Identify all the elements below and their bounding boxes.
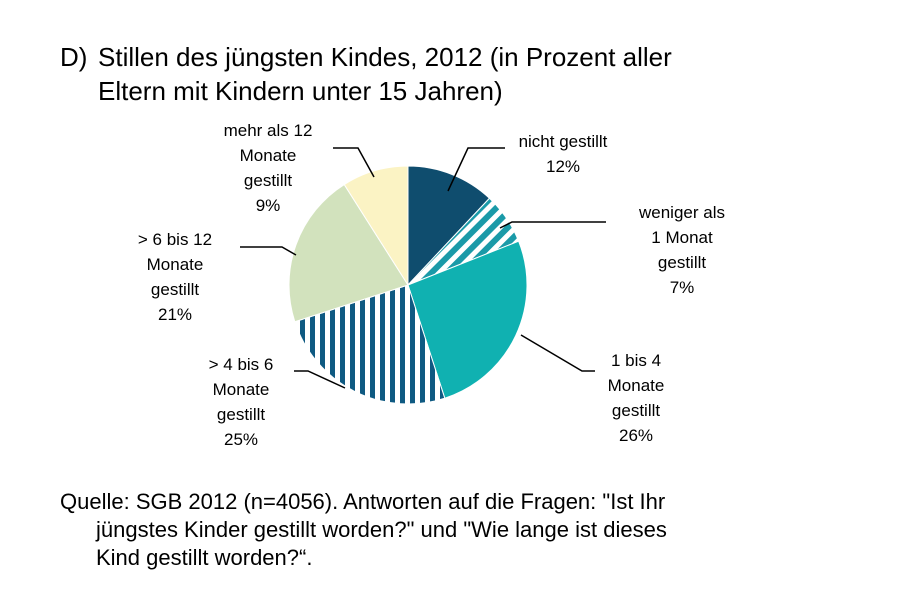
pie-slice-3	[407, 240, 528, 399]
slice-label-line: 26%	[619, 426, 653, 445]
title-text: Stillen des jüngsten Kindes, 2012 (in Pr…	[98, 40, 858, 108]
slice-label-line: gestillt	[217, 405, 265, 424]
slice-label-line: mehr als 12	[224, 121, 313, 140]
leader-line-6	[333, 147, 375, 178]
slice-label-line: gestillt	[658, 253, 706, 272]
slice-label-line: gestillt	[612, 401, 660, 420]
slice-label-3: 1 bis 4 Monate gestillt 26%	[608, 351, 665, 445]
slice-label-line: 25%	[224, 430, 258, 449]
slice-label-line: gestillt	[151, 280, 199, 299]
pie-slice-4	[294, 284, 446, 405]
source-line-3: Kind gestillt worden?“.	[96, 545, 313, 570]
title-prefix: D)	[60, 42, 88, 72]
leader-line-1	[447, 147, 505, 192]
slice-label-6: mehr als 12 Monate gestillt 9%	[224, 121, 313, 215]
leader-line-3	[520, 334, 595, 372]
pie-slice-5	[288, 183, 409, 323]
slice-label-line: 12%	[546, 157, 580, 176]
slice-label-line: Monate	[240, 146, 297, 165]
slice-label-line: 1 bis 4	[611, 351, 661, 370]
slice-label-line: nicht gestillt	[519, 132, 608, 151]
slice-label-line: > 6 bis 12	[138, 230, 212, 249]
slice-label-2: weniger als 1 Monat gestillt 7%	[638, 203, 725, 297]
source-note: Quelle: SGB 2012 (n=4056). Antworten auf…	[60, 488, 880, 572]
slice-label-4: > 4 bis 6 Monate gestillt 25%	[209, 355, 274, 449]
pie-slice-6	[343, 165, 409, 287]
slice-label-line: 21%	[158, 305, 192, 324]
slice-label-line: > 4 bis 6	[209, 355, 274, 374]
slice-label-line: Monate	[147, 255, 204, 274]
slice-label-line: 9%	[256, 196, 281, 215]
slice-label-line: Monate	[213, 380, 270, 399]
slice-label-line: Monate	[608, 376, 665, 395]
slice-label-line: weniger als	[638, 203, 725, 222]
source-line-1: Quelle: SGB 2012 (n=4056). Antworten auf…	[60, 489, 666, 514]
slice-label-line: 1 Monat	[651, 228, 713, 247]
title-line-2: Eltern mit Kindern unter 15 Jahren)	[98, 76, 503, 106]
leader-line-4	[294, 370, 346, 389]
source-line-2: jüngstes Kinder gestillt worden?" und "W…	[96, 517, 667, 542]
leader-line-2	[499, 221, 606, 229]
slice-label-1: nicht gestillt 12%	[519, 132, 608, 176]
title-line-1: Stillen des jüngsten Kindes, 2012 (in Pr…	[98, 42, 672, 72]
leader-line-5	[240, 246, 297, 256]
pie-slice-1	[407, 165, 491, 287]
slice-label-line: gestillt	[244, 171, 292, 190]
slice-label-5: > 6 bis 12 Monate gestillt 21%	[138, 230, 212, 324]
slice-label-line: 7%	[670, 278, 695, 297]
